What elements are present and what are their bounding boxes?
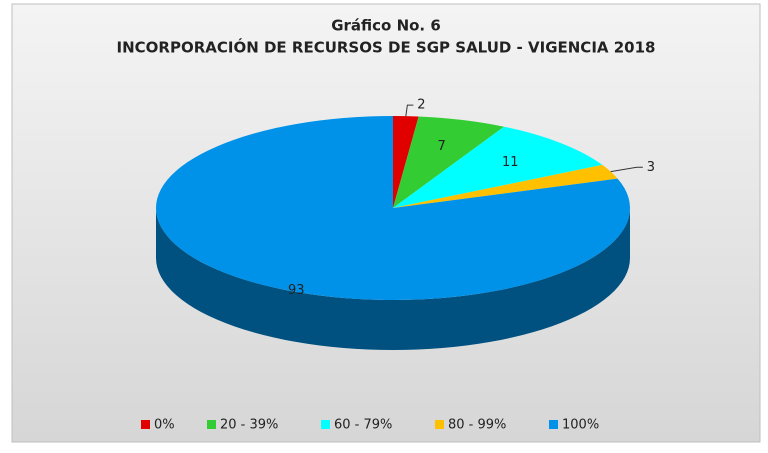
leader-line [405, 104, 414, 117]
pie-slice [393, 126, 603, 208]
pie-slice [155, 116, 630, 300]
legend-label: 60 - 79% [334, 418, 392, 433]
legend-swatch [549, 420, 558, 429]
data-label: 93 [288, 283, 305, 298]
pie-side [156, 208, 630, 350]
chart-subtitle: INCORPORACIÓN DE RECURSOS DE SGP SALUD -… [117, 38, 656, 57]
legend-label: 100% [562, 418, 599, 433]
legend-swatch [435, 420, 444, 429]
pie-slice [393, 164, 618, 208]
legend-swatch [321, 420, 330, 429]
data-label: 2 [417, 98, 425, 113]
pie-slice [393, 116, 419, 208]
legend-label: 0% [154, 418, 175, 433]
chart-title: Gráfico No. 6 [331, 17, 441, 35]
data-label: 11 [502, 155, 519, 170]
legend-swatch [207, 420, 216, 429]
pie-slice [393, 116, 505, 208]
data-label: 7 [438, 139, 446, 154]
data-label: 3 [647, 160, 655, 175]
legend-label: 80 - 99% [448, 418, 506, 433]
legend-swatch [141, 420, 150, 429]
legend-label: 20 - 39% [220, 418, 278, 433]
leader-line [610, 166, 643, 173]
